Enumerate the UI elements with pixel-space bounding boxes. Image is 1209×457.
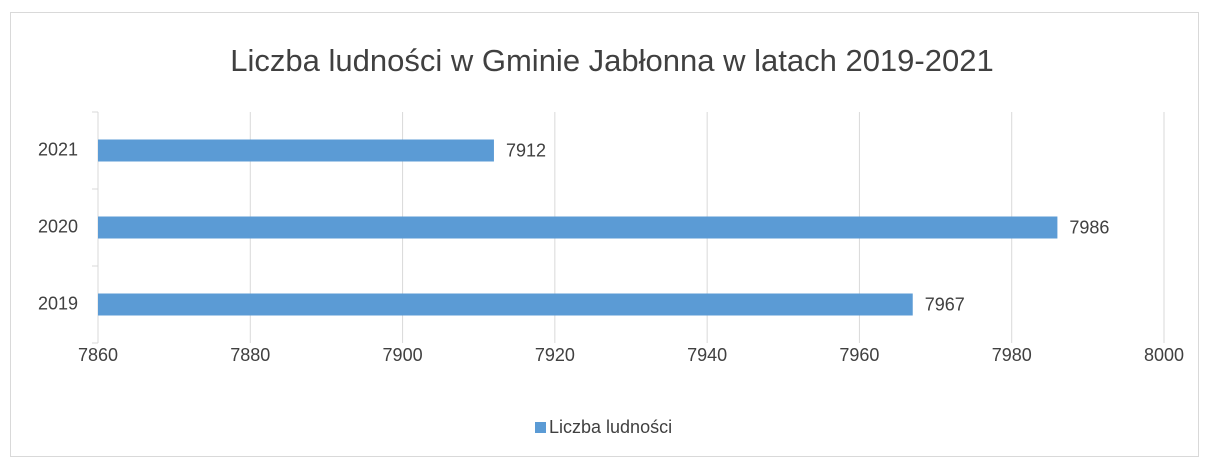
y-tick-label: 2021 <box>38 139 78 159</box>
legend-swatch <box>535 422 546 433</box>
x-tick-label: 7900 <box>383 345 423 365</box>
x-tick-label: 7960 <box>839 345 879 365</box>
data-label: 7986 <box>1069 217 1109 237</box>
bar <box>98 216 1058 239</box>
data-label: 7967 <box>925 294 965 314</box>
y-tick-label: 2020 <box>38 216 78 236</box>
legend-label: Liczba ludności <box>549 417 672 437</box>
data-label: 7912 <box>506 140 546 160</box>
x-tick-label: 7980 <box>992 345 1032 365</box>
x-tick-label: 7920 <box>535 345 575 365</box>
y-tick-label: 2019 <box>38 293 78 313</box>
bar <box>98 139 494 162</box>
x-tick-label: 7860 <box>78 345 118 365</box>
x-tick-label: 8000 <box>1144 345 1184 365</box>
x-tick-label: 7940 <box>687 345 727 365</box>
x-tick-label: 7880 <box>230 345 270 365</box>
chart-title: Liczba ludności w Gminie Jabłonna w lata… <box>230 43 993 78</box>
bar <box>98 293 913 316</box>
